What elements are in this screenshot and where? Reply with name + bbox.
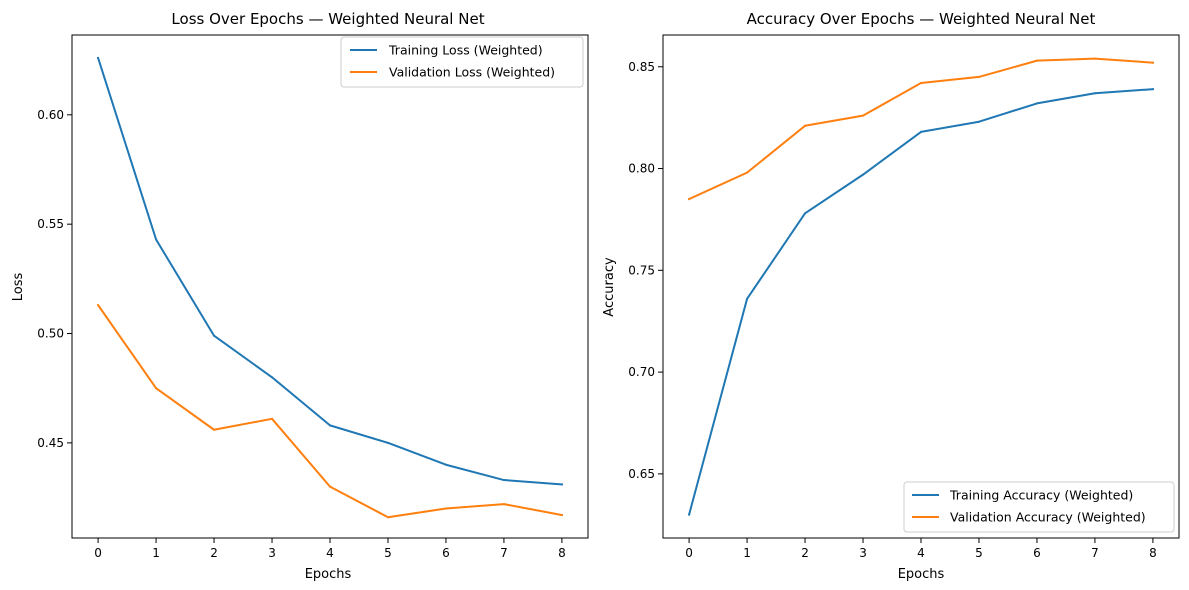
accuracy-chart-plot-area: 0 1 2 3 4 5 6 7 8 0.65 0.70 0.75 0.80 0.85 <box>628 34 1180 560</box>
loss-chart-x-axis-label: Epochs <box>305 567 352 582</box>
loss-series-0-point <box>271 376 274 379</box>
accuracy-series-1-point <box>746 171 749 174</box>
loss-series-1-point <box>386 516 389 519</box>
loss-x-tick-label: 3 <box>268 546 276 560</box>
accuracy-series-0-point <box>804 212 807 215</box>
accuracy-series-0-point <box>920 130 922 133</box>
accuracy-y-tick-label: 0.85 <box>628 60 655 74</box>
accuracy-y-tick-label: 0.65 <box>628 467 655 481</box>
loss-chart-title: Loss Over Epochs — Weighted Neural Net <box>171 10 484 28</box>
loss-chart-plot-area: 0 1 2 3 4 5 6 7 8 0.45 0.50 0.55 0.60 <box>37 34 589 560</box>
accuracy-series-0-point <box>746 297 749 300</box>
loss-series-1-point <box>329 485 331 488</box>
loss-series-1-point <box>97 304 100 307</box>
loss-x-tick-label: 8 <box>558 546 566 560</box>
accuracy-series-0-point <box>1093 92 1096 95</box>
accuracy-chart-legend: Training Accuracy (Weighted) Validation … <box>903 481 1175 533</box>
loss-series-1-point <box>155 387 158 390</box>
loss-series-0-point <box>560 483 563 486</box>
loss-series-1-point <box>502 503 505 506</box>
loss-x-tick-label: 2 <box>210 546 218 560</box>
accuracy-x-tick-label: 5 <box>975 546 983 560</box>
accuracy-chart: Accuracy Over Epochs — Weighted Neural N… <box>602 10 1180 582</box>
loss-x-tick-label: 6 <box>442 546 450 560</box>
loss-chart: Loss Over Epochs — Weighted Neural Net E… <box>11 10 589 582</box>
accuracy-series-0-point <box>862 173 865 176</box>
accuracy-x-tick-label: 6 <box>1033 546 1041 560</box>
loss-x-tick-label: 4 <box>326 546 334 560</box>
accuracy-series-1-point <box>920 82 922 85</box>
accuracy-chart-x-axis-label: Epochs <box>898 567 945 582</box>
accuracy-chart-legend-box <box>903 481 1175 533</box>
loss-series-0-point <box>155 238 158 241</box>
accuracy-y-tick-label: 0.80 <box>628 162 655 176</box>
loss-series-0-point <box>329 424 331 427</box>
loss-x-tick-label: 5 <box>384 546 392 560</box>
accuracy-series-0-point <box>1151 88 1154 91</box>
loss-series-1-point <box>213 428 216 431</box>
accuracy-series-1-point <box>1151 61 1154 64</box>
accuracy-chart-y-axis-label: Accuracy <box>602 257 617 317</box>
accuracy-x-tick-label: 8 <box>1149 546 1157 560</box>
legend-label-validation-loss: Validation Loss (Weighted) <box>389 65 555 80</box>
accuracy-series-1-point <box>977 75 980 78</box>
loss-series-0-point <box>502 479 505 482</box>
accuracy-x-tick-label: 2 <box>801 546 809 560</box>
loss-y-tick-label: 0.45 <box>37 436 64 450</box>
loss-series-0-point <box>444 463 447 466</box>
loss-y-tick-label: 0.55 <box>37 217 64 231</box>
loss-chart-legend-box <box>340 36 584 88</box>
accuracy-x-tick-label: 3 <box>859 546 867 560</box>
legend-label-training-loss: Training Loss (Weighted) <box>388 43 543 58</box>
loss-x-tick-label: 1 <box>152 546 160 560</box>
accuracy-x-tick-label: 7 <box>1091 546 1099 560</box>
accuracy-x-tick-label: 1 <box>743 546 751 560</box>
accuracy-y-tick-label: 0.70 <box>628 365 655 379</box>
loss-series-1-point <box>444 507 447 510</box>
loss-series-0-point <box>386 441 389 444</box>
loss-x-tick-label: 7 <box>500 546 508 560</box>
accuracy-series-1-point <box>1093 57 1096 60</box>
accuracy-x-tick-label: 0 <box>685 546 693 560</box>
accuracy-series-0-point <box>688 513 691 516</box>
accuracy-series-1-point <box>862 114 865 117</box>
loss-series-0-point <box>97 56 100 59</box>
legend-label-validation-accuracy: Validation Accuracy (Weighted) <box>950 510 1146 525</box>
accuracy-series-1-point <box>688 198 691 201</box>
legend-label-training-accuracy: Training Accuracy (Weighted) <box>949 488 1133 503</box>
accuracy-series-1-point <box>804 124 807 127</box>
loss-chart-legend: Training Loss (Weighted) Validation Loss… <box>340 36 584 88</box>
accuracy-series-1-point <box>1035 59 1038 62</box>
loss-series-1-point <box>271 417 274 420</box>
accuracy-series-0-point <box>977 120 980 123</box>
accuracy-x-tick-label: 4 <box>917 546 925 560</box>
accuracy-series-0-point <box>1035 102 1038 105</box>
loss-y-tick-label: 0.50 <box>37 327 64 341</box>
loss-series-1-point <box>560 514 563 517</box>
loss-chart-y-axis-label: Loss <box>11 273 26 302</box>
loss-x-tick-label: 0 <box>94 546 102 560</box>
loss-y-tick-label: 0.60 <box>37 108 64 122</box>
loss-series-0-point <box>213 334 216 337</box>
accuracy-y-tick-label: 0.75 <box>628 263 655 277</box>
accuracy-chart-title: Accuracy Over Epochs — Weighted Neural N… <box>747 10 1096 28</box>
